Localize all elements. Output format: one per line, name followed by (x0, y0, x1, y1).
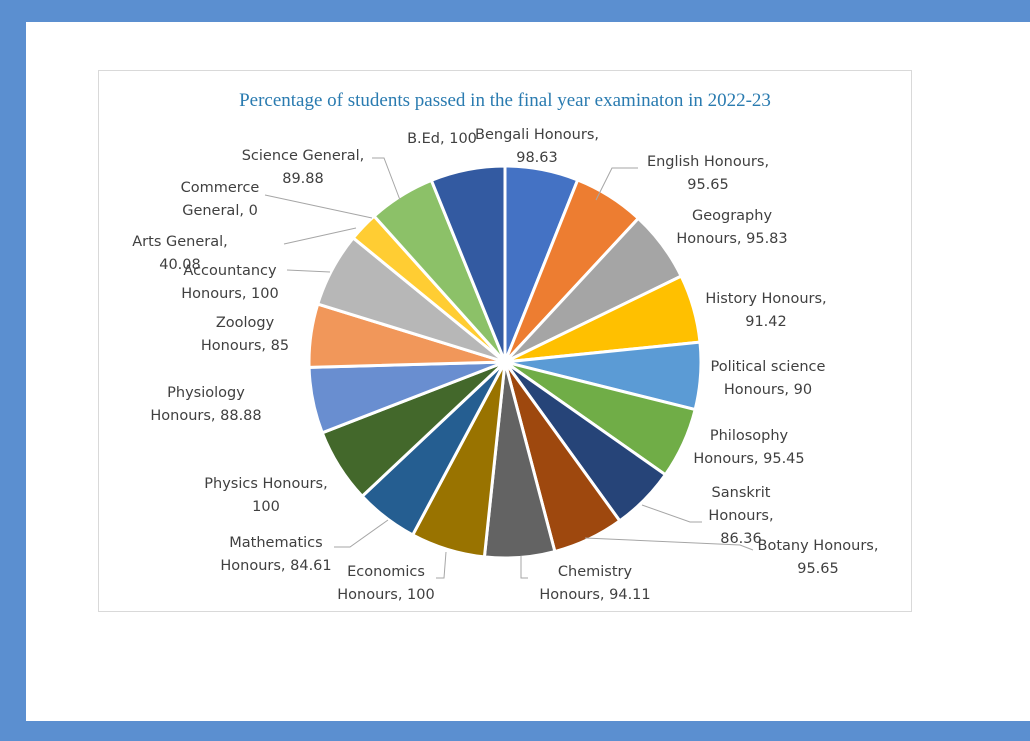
leader-line (372, 157, 401, 201)
leader-line (283, 227, 357, 245)
leader-line (641, 504, 702, 523)
data-label-arts-general: Arts General, 40.08 (132, 234, 227, 273)
data-label-english-honours: English Honours, 95.65 (647, 154, 769, 193)
data-label-history-honours: History Honours, 91.42 (705, 291, 826, 330)
leader-lines (264, 157, 754, 579)
slice-labels: Bengali Honours, 98.63 English Honours, 95.… (132, 127, 878, 603)
leader-line (436, 551, 447, 579)
data-label-physiology-honours: Physiology Honours, 88.88 (150, 385, 261, 424)
chart-title: Percentage of students passed in the fin… (239, 90, 771, 111)
leader-line (334, 519, 389, 548)
data-label-geography-honours: Geography Honours, 95.83 (676, 208, 787, 247)
pie-slice-b-ed (429, 164, 507, 364)
pie-slices (307, 164, 703, 560)
data-label-political-science-honours: Political science Honours, 90 (711, 359, 826, 398)
leader-line (286, 269, 331, 273)
data-label-sanskrit-honours: Sanskrit Honours, 86.36 (708, 485, 773, 547)
data-label-science-general: Science General, 89.88 (242, 148, 365, 187)
leader-line (595, 167, 638, 201)
leader-line (584, 537, 754, 551)
data-label-accountancy-honours: Accountancy Honours, 100 (181, 263, 278, 302)
data-label-economics-honours: Economics Honours, 100 (337, 564, 434, 603)
leader-line (264, 194, 373, 219)
data-label-bengali-honours: Bengali Honours, 98.63 (475, 127, 599, 166)
leader-line (520, 556, 528, 579)
data-label-physics-honours: Physics Honours, 100 (204, 476, 327, 515)
data-label-b-ed: B.Ed, 100 (407, 131, 477, 147)
data-label-commerce-general: Commerce General, 0 (181, 180, 260, 219)
data-label-botany-honours: Botany Honours, 95.65 (758, 538, 879, 577)
data-label-philosophy-honours: Philosophy Honours, 95.45 (693, 428, 804, 467)
data-label-zoology-honours: Zoology Honours, 85 (201, 315, 289, 354)
data-label-chemistry-honours: Chemistry Honours, 94.11 (539, 564, 650, 603)
data-label-mathematics-honours: Mathematics Honours, 84.61 (220, 535, 331, 574)
